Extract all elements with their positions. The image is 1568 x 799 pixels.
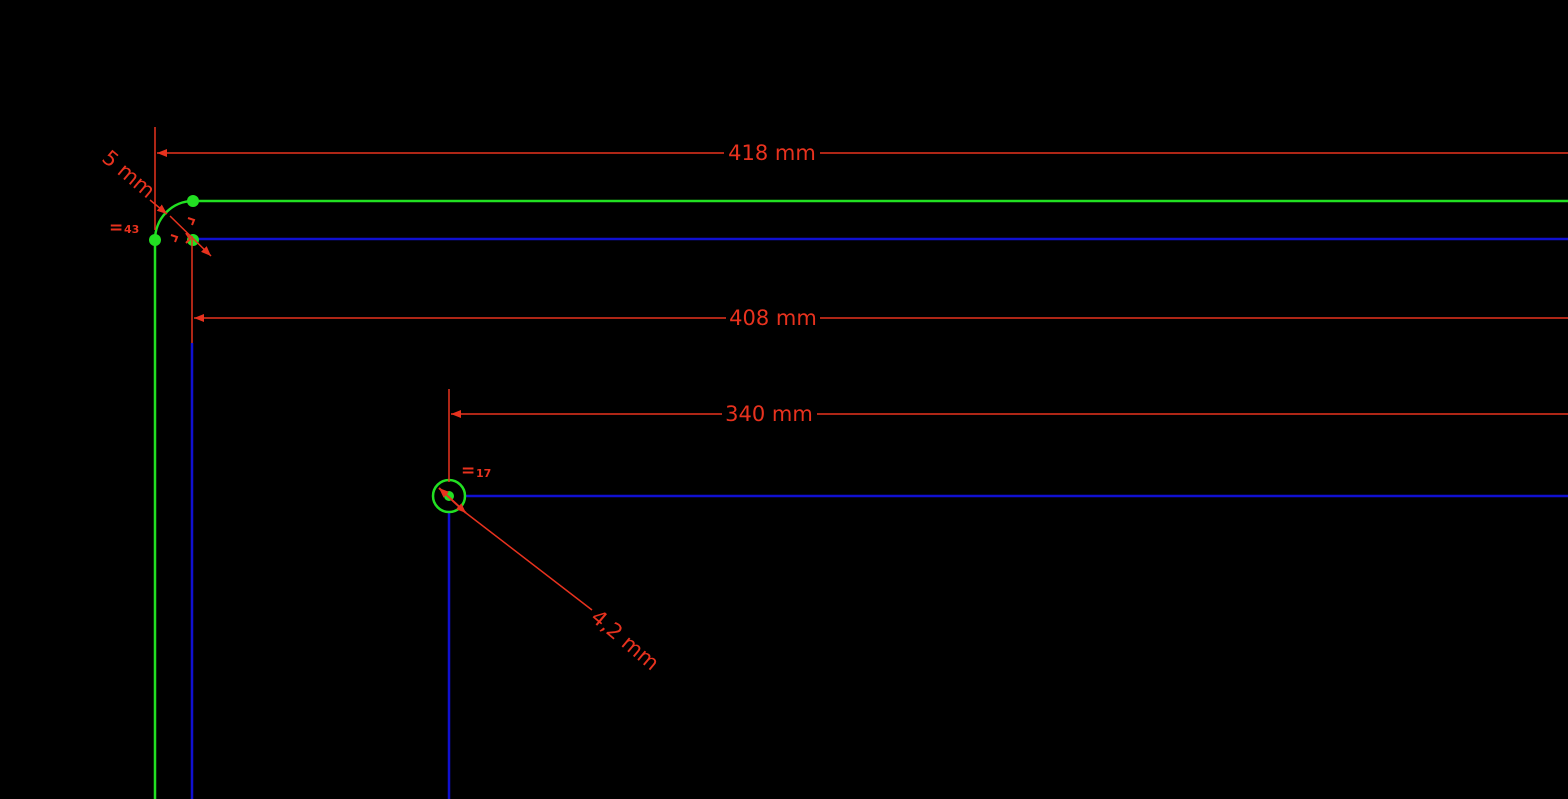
equal-constraint-symbol: = xyxy=(461,461,475,481)
dimension-hole-radius[interactable]: 4,2 mm xyxy=(438,487,664,675)
equal-constraint-hole[interactable]: = 17 xyxy=(461,461,491,481)
fillet-end-point-left[interactable] xyxy=(149,234,161,246)
dimension-line-fillet-inner xyxy=(169,215,212,257)
dimensions: 418 mm 408 mm 340 mm 5 mm 4,2 mm xyxy=(98,127,1568,675)
equal-constraint-index: 17 xyxy=(476,467,491,480)
construction-geometry xyxy=(190,237,1568,799)
dimension-top-width[interactable]: 418 mm xyxy=(154,127,1568,230)
dimension-label-hole-radius: 4,2 mm xyxy=(586,605,663,675)
dimension-label-hole-offset: 340 mm xyxy=(725,402,813,426)
equal-constraint-index: 43 xyxy=(124,223,139,236)
dimension-inner-width[interactable]: 408 mm xyxy=(191,236,1568,343)
dimension-line-radius xyxy=(438,487,467,514)
fillet-center-point[interactable] xyxy=(187,234,199,246)
dimension-line-fillet xyxy=(149,199,168,215)
dimension-hole-offset[interactable]: 340 mm xyxy=(448,389,1568,482)
leader-line-radius xyxy=(465,512,593,611)
equal-constraint-corner[interactable]: = 43 xyxy=(109,218,139,238)
tangent-constraint-icon[interactable] xyxy=(185,232,192,244)
tangent-constraint-icon[interactable] xyxy=(187,217,196,226)
tangent-constraint-icon[interactable] xyxy=(170,234,179,243)
dimension-label-fillet: 5 mm xyxy=(98,145,160,203)
dimension-label-top-width: 418 mm xyxy=(728,141,816,165)
equal-constraint-symbol: = xyxy=(109,218,123,238)
fillet-end-point-top[interactable] xyxy=(187,195,199,207)
constraints: = 43 = 17 xyxy=(109,217,491,481)
dimension-label-inner-width: 408 mm xyxy=(729,306,817,330)
